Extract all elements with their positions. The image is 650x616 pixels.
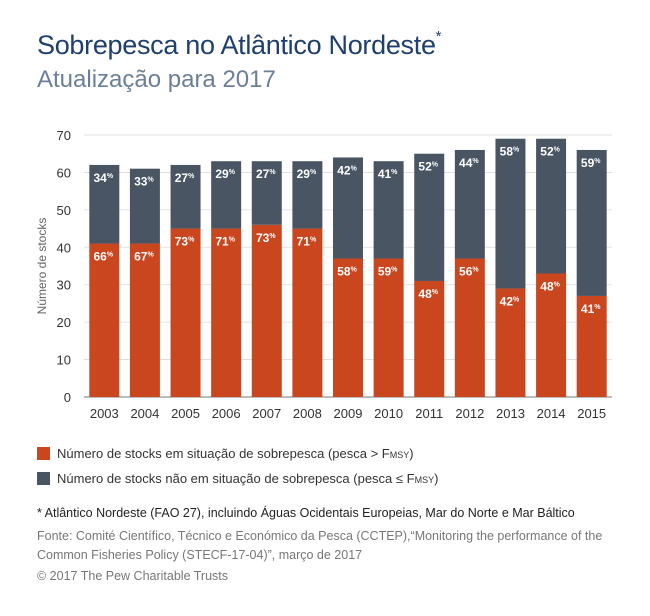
data-label-overfished-2003: 66% (94, 250, 114, 264)
data-label-not-overfished-2003: 34% (94, 171, 114, 185)
data-label-overfished-2014: 48% (540, 279, 560, 293)
y-tick-label: 0 (64, 390, 71, 405)
y-tick-label: 30 (57, 278, 71, 293)
title-footnote-mark: * (435, 28, 442, 45)
data-label-overfished-2005: 73% (175, 235, 195, 249)
bar-overfished-2004 (129, 243, 160, 397)
x-tick-label: 2012 (455, 406, 484, 421)
data-label-not-overfished-2006: 29% (215, 167, 235, 181)
data-label-not-overfished-2014: 52% (540, 145, 560, 159)
bar-not-overfished-2013 (495, 138, 526, 289)
bar-overfished-2015 (576, 295, 607, 397)
x-tick-label: 2011 (415, 406, 443, 421)
x-tick-label: 2009 (334, 406, 363, 421)
x-tick-label: 2014 (537, 406, 566, 421)
data-label-overfished-2013: 42% (500, 294, 520, 308)
bar-overfished-2006 (211, 228, 242, 397)
x-tick-label: 2013 (496, 406, 525, 421)
chart-title: Sobrepesca no Atlântico Nordeste* (37, 28, 442, 60)
x-tick-label: 2005 (171, 406, 200, 421)
x-tick-label: 2004 (130, 406, 159, 421)
data-label-overfished-2010: 59% (378, 265, 398, 279)
x-tick-label: 2006 (212, 406, 241, 421)
data-label-not-overfished-2011: 52% (418, 160, 438, 174)
x-tick-label: 2010 (374, 406, 403, 421)
y-tick-label: 10 (57, 353, 71, 368)
data-label-overfished-2008: 71% (297, 235, 317, 249)
x-tick-label: 2003 (90, 406, 119, 421)
data-label-overfished-2007: 73% (256, 231, 276, 245)
data-label-overfished-2012: 56% (459, 265, 479, 279)
bar-not-overfished-2011 (414, 153, 445, 281)
data-label-overfished-2015: 41% (581, 302, 601, 316)
bar-not-overfished-2007 (251, 161, 282, 225)
bar-not-overfished-2015 (576, 149, 607, 296)
data-label-not-overfished-2008: 29% (297, 167, 317, 181)
data-label-overfished-2006: 71% (215, 235, 235, 249)
chart-subtitle: Atualização para 2017 (37, 66, 276, 93)
bar-overfished-2007 (251, 224, 282, 397)
y-tick-label: 40 (57, 240, 71, 255)
y-tick-label: 70 (57, 128, 71, 143)
bar-overfished-2010 (373, 258, 404, 397)
bar-overfished-2009 (333, 258, 363, 397)
footnote: * Atlântico Nordeste (FAO 27), incluindo… (37, 506, 575, 520)
legend-label-overfished: Número de stocks em situação de sobrepes… (57, 446, 414, 461)
data-label-not-overfished-2010: 41% (378, 167, 398, 181)
y-tick-label: 20 (57, 315, 71, 330)
data-label-not-overfished-2005: 27% (175, 171, 195, 185)
bar-not-overfished-2012 (454, 149, 485, 259)
legend-swatch-not-overfished (37, 472, 50, 485)
bar-overfished-2013 (495, 288, 526, 397)
bar-not-overfished-2009 (333, 157, 363, 259)
legend-label-not-overfished: Número de stocks não em situação de sobr… (57, 471, 439, 486)
bar-not-overfished-2005 (170, 164, 201, 229)
bar-overfished-2008 (292, 228, 323, 397)
legend-item-overfished: Número de stocks em situação de sobrepes… (37, 446, 414, 461)
legend-swatch-overfished (37, 447, 50, 460)
bar-overfished-2005 (170, 228, 201, 397)
bar-not-overfished-2014 (536, 138, 567, 274)
x-tick-label: 2008 (293, 406, 322, 421)
bar-not-overfished-2008 (292, 161, 323, 229)
bar-not-overfished-2003 (89, 164, 120, 244)
x-tick-label: 2007 (252, 406, 281, 421)
bar-overfished-2011 (414, 280, 445, 397)
data-label-overfished-2009: 58% (337, 265, 357, 279)
copyright: © 2017 The Pew Charitable Trusts (37, 569, 229, 583)
x-tick-label: 2015 (577, 406, 606, 421)
bar-not-overfished-2006 (211, 161, 242, 229)
y-axis-label: Número de stocks (35, 218, 49, 315)
data-label-overfished-2011: 48% (418, 287, 438, 301)
bar-overfished-2003 (89, 243, 120, 397)
legend-item-not-overfished: Número de stocks não em situação de sobr… (37, 471, 438, 486)
data-label-not-overfished-2007: 27% (256, 167, 276, 181)
data-label-not-overfished-2015: 59% (581, 156, 601, 170)
data-label-not-overfished-2009: 42% (337, 163, 357, 177)
bar-overfished-2014 (536, 273, 567, 397)
bar-not-overfished-2010 (373, 161, 404, 259)
y-tick-label: 60 (57, 165, 71, 180)
source-note: Fonte: Comité Científico, Técnico e Econ… (37, 529, 603, 562)
data-label-overfished-2004: 67% (134, 250, 154, 264)
stacked-bar-chart: 0 10 20 30 40 50 60 70 Número de stocks 66% 34% 200… (35, 128, 612, 421)
data-label-not-overfished-2012: 44% (459, 156, 479, 170)
y-tick-label: 50 (57, 203, 71, 218)
data-label-not-overfished-2004: 33% (134, 175, 154, 189)
bar-not-overfished-2004 (129, 168, 160, 244)
bar-overfished-2012 (454, 258, 485, 397)
data-label-not-overfished-2013: 58% (500, 145, 520, 159)
